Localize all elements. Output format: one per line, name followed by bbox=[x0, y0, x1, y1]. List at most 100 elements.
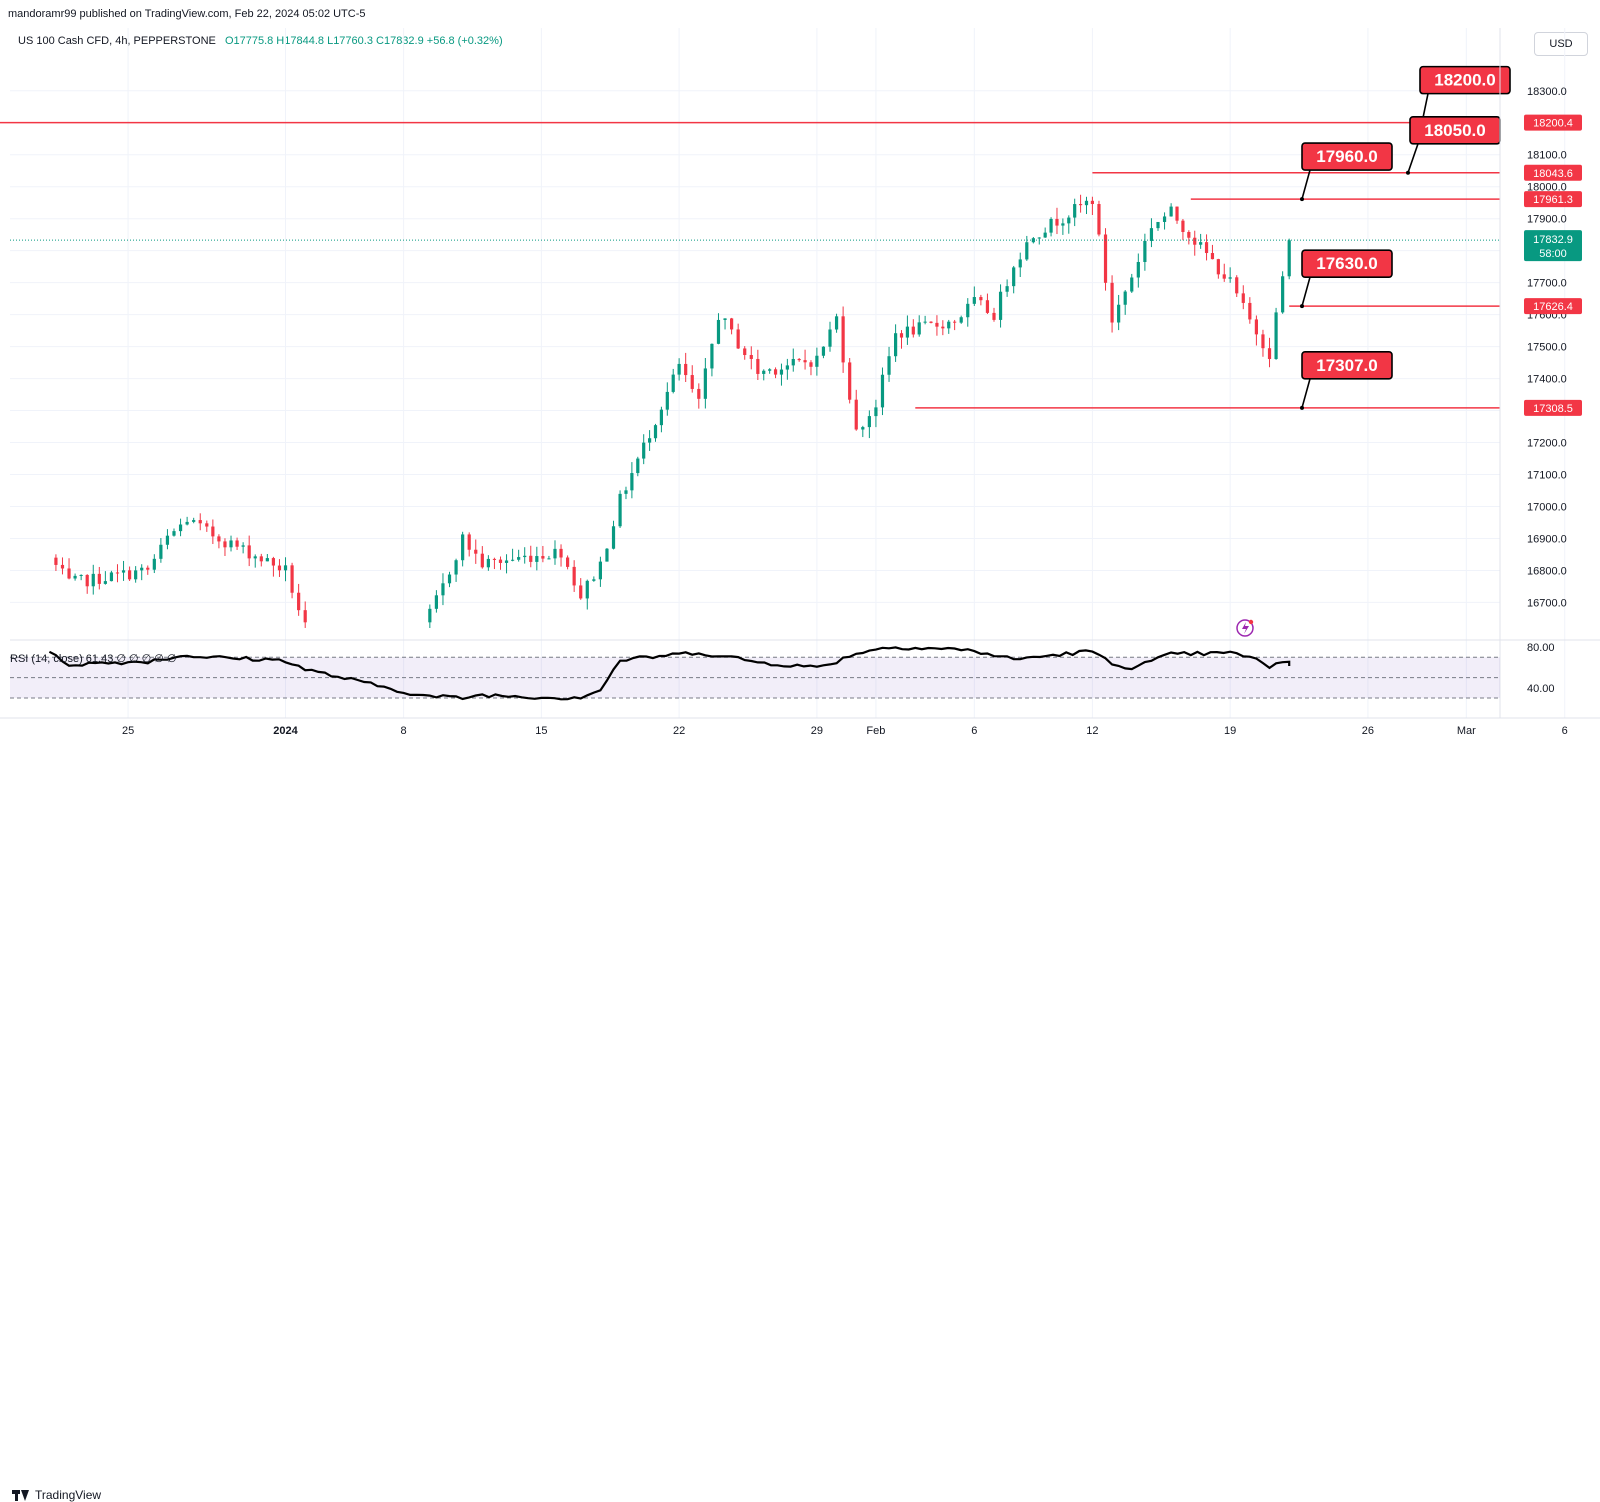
candle-body bbox=[1228, 277, 1232, 279]
candle-body bbox=[815, 355, 819, 367]
candle-body bbox=[1156, 221, 1160, 229]
level-price-tag bbox=[1524, 399, 1582, 416]
candle-body bbox=[553, 548, 557, 559]
candle-body bbox=[192, 520, 196, 522]
candle-body bbox=[1281, 276, 1285, 313]
alert-icon[interactable] bbox=[1236, 619, 1254, 637]
candle-body bbox=[1025, 242, 1029, 260]
callout-box[interactable] bbox=[1301, 142, 1393, 171]
top-bar: mandoramr99 published on TradingView.com… bbox=[0, 0, 1600, 28]
y-tick-label: 17200.0 bbox=[1527, 438, 1567, 450]
x-tick-label: 6 bbox=[1562, 725, 1568, 737]
candle-body bbox=[1254, 319, 1258, 335]
candle-body bbox=[1061, 223, 1065, 226]
symbol-legend[interactable]: US 100 Cash CFD, 4h, PEPPERSTONE O17775.… bbox=[18, 35, 503, 47]
candle-body bbox=[762, 370, 766, 374]
candle-body bbox=[1162, 216, 1167, 222]
candle-body bbox=[797, 358, 801, 361]
callout-box[interactable] bbox=[1301, 249, 1393, 278]
candle-body bbox=[874, 407, 878, 417]
candle-body bbox=[103, 581, 107, 584]
callout-text: 17307.0 bbox=[1316, 356, 1377, 375]
candle-body bbox=[887, 356, 891, 375]
tradingview-logo[interactable]: TradingView bbox=[12, 1488, 101, 1502]
candle-body bbox=[1143, 240, 1147, 262]
candle-body bbox=[935, 322, 939, 327]
callout-pointer bbox=[1301, 276, 1311, 307]
candle-body bbox=[486, 558, 490, 568]
candle-body bbox=[697, 388, 701, 399]
callout-pointer bbox=[1407, 143, 1419, 174]
candle-body bbox=[447, 574, 452, 584]
candle-body bbox=[211, 526, 215, 537]
callout-box[interactable] bbox=[1301, 351, 1393, 380]
price-chart[interactable]: 18200.0 18050.0 17960.0 17630.0 17307.0 1670… bbox=[0, 0, 1600, 740]
candle-body bbox=[941, 326, 945, 329]
candle-body bbox=[1067, 217, 1071, 224]
callout-box[interactable] bbox=[1419, 65, 1511, 95]
candle-body bbox=[73, 575, 77, 579]
candle-body bbox=[671, 374, 675, 392]
candle-body bbox=[492, 558, 497, 560]
candle-body bbox=[178, 524, 183, 532]
level-price-tag bbox=[1524, 164, 1582, 181]
candle-body bbox=[235, 540, 239, 547]
candle-body bbox=[1169, 206, 1173, 217]
candle-body bbox=[146, 567, 150, 570]
candle-body bbox=[1097, 204, 1101, 235]
candle-body bbox=[929, 321, 933, 323]
x-tick-label: 22 bbox=[673, 725, 685, 737]
candle-body bbox=[1248, 302, 1252, 320]
candle-body bbox=[1005, 286, 1009, 292]
y-tick-label: 18300.0 bbox=[1527, 86, 1567, 98]
candle-body bbox=[736, 329, 740, 349]
rsi-tick-label: 80.00 bbox=[1527, 642, 1555, 654]
candle-body bbox=[1181, 220, 1185, 232]
candle-body bbox=[1037, 237, 1041, 239]
candle-body bbox=[1241, 293, 1245, 303]
candle-body bbox=[998, 291, 1003, 320]
callout-anchor bbox=[1300, 197, 1304, 202]
candle-body bbox=[803, 360, 807, 363]
y-tick-label: 17400.0 bbox=[1527, 374, 1567, 386]
candle-body bbox=[723, 318, 727, 320]
candle-body bbox=[1110, 282, 1114, 323]
candle-body bbox=[1261, 334, 1265, 349]
candle-body bbox=[283, 565, 288, 571]
candle-body bbox=[972, 297, 976, 304]
candle-body bbox=[743, 348, 747, 356]
candle-body bbox=[1090, 200, 1094, 205]
candle-body bbox=[624, 490, 628, 494]
candle-body bbox=[547, 558, 551, 560]
x-tick-label: Mar bbox=[1457, 725, 1476, 737]
level-price-tag bbox=[1524, 191, 1582, 208]
candle-body bbox=[1175, 206, 1179, 221]
candle-body bbox=[97, 573, 101, 584]
candle-body bbox=[585, 580, 589, 599]
candle-body bbox=[828, 329, 832, 347]
alert-dot-icon bbox=[1248, 619, 1254, 625]
candle-body bbox=[1274, 312, 1278, 360]
x-tick-label: 29 bbox=[811, 725, 823, 737]
currency-button[interactable]: USD bbox=[1534, 32, 1588, 56]
candle-body bbox=[611, 526, 616, 549]
rsi-label: RSI (14, close) 61.43 ∅ ∅ ∅ ∅ ∅ bbox=[10, 653, 177, 665]
candle-body bbox=[779, 369, 784, 375]
candle-body bbox=[223, 541, 227, 548]
candle-body bbox=[894, 333, 898, 357]
candle-body bbox=[121, 570, 126, 573]
candle-body bbox=[1130, 277, 1134, 292]
x-tick-label: 25 bbox=[122, 725, 134, 737]
candle-body bbox=[467, 534, 471, 550]
candle-body bbox=[579, 585, 583, 599]
candle-body bbox=[529, 555, 533, 562]
symbol-name[interactable]: US 100 Cash CFD, 4h, PEPPERSTONE bbox=[18, 35, 216, 47]
candle-body bbox=[1084, 200, 1089, 206]
publisher-text: mandoramr99 published on TradingView.com… bbox=[8, 8, 366, 20]
candle-body bbox=[152, 558, 156, 570]
candle-body bbox=[517, 557, 521, 560]
candle-body bbox=[428, 608, 432, 623]
candle-body bbox=[1073, 204, 1077, 218]
bottom-bar: TradingView bbox=[0, 740, 1600, 1502]
candle-body bbox=[911, 326, 915, 335]
